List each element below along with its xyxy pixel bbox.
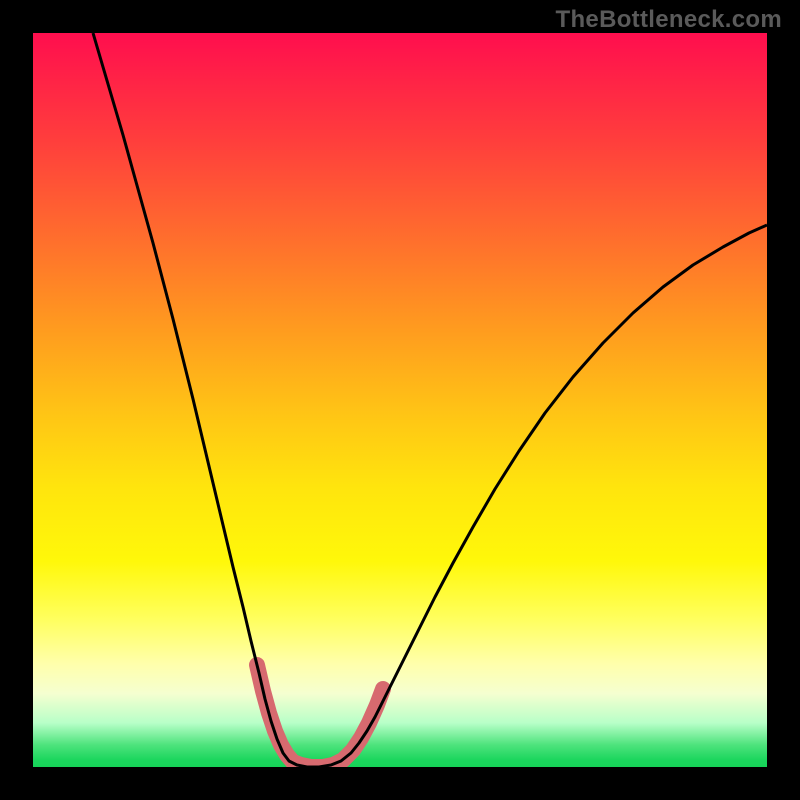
bottleneck-highlight <box>257 665 383 767</box>
watermark-label: TheBottleneck.com <box>556 6 782 34</box>
bottleneck-curve-svg <box>33 33 767 767</box>
plot-area <box>33 33 767 767</box>
bottleneck-curve <box>93 33 767 767</box>
chart-canvas: TheBottleneck.com <box>0 0 800 800</box>
